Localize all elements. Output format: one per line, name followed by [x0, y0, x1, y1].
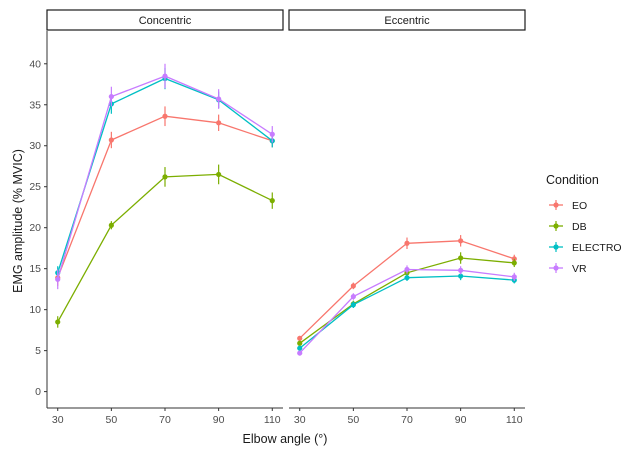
point-eccentric-eo-70	[404, 240, 410, 246]
y-tick-label-0: 0	[35, 386, 41, 398]
point-eccentric-eo-90	[458, 238, 464, 244]
point-eccentric-electro-30	[297, 345, 303, 351]
panel-strip-eccentric: Eccentric	[288, 9, 526, 31]
x-tick-label-concentric-90: 90	[213, 414, 225, 426]
series-concentric-db	[55, 164, 275, 328]
point-eccentric-vr-90	[458, 267, 464, 273]
point-concentric-vr-70	[162, 73, 168, 79]
legend: Condition EO DB ELECTRO VR	[546, 173, 622, 275]
x-axis-title: Elbow angle (°)	[243, 432, 328, 446]
point-concentric-db-110	[269, 198, 275, 204]
point-eccentric-electro-90	[458, 273, 464, 279]
point-concentric-db-30	[55, 319, 61, 325]
y-tick-label-40: 40	[29, 58, 41, 70]
series-eccentric-electro	[297, 271, 517, 351]
y-tick-label-20: 20	[29, 222, 41, 234]
strip-box-concentric	[46, 9, 284, 31]
point-eccentric-vr-30	[297, 350, 303, 356]
line-concentric-eo	[57, 115, 273, 278]
legend-item-eo: EO	[549, 200, 587, 212]
legend-title: Condition	[546, 173, 599, 187]
x-tick-label-eccentric-90: 90	[455, 414, 467, 426]
axes-layer: 30 50 70 90 110 0 5 10 15 20 25 30 35 40 30 50 70 90 110	[29, 31, 525, 426]
point-concentric-db-90	[216, 171, 222, 178]
point-eccentric-db-30	[297, 340, 303, 346]
point-eccentric-db-90	[458, 255, 464, 261]
point-concentric-eo-70	[162, 113, 168, 119]
x-tick-label-concentric-70: 70	[159, 414, 171, 426]
x-tick-label-concentric-50: 50	[106, 414, 118, 426]
legend-label-db: DB	[572, 221, 587, 233]
point-eccentric-vr-50	[350, 293, 356, 300]
x-tick-label-eccentric-30: 30	[294, 414, 306, 426]
point-eccentric-vr-110	[511, 274, 517, 280]
strip-box-eccentric	[288, 9, 526, 31]
line-eccentric-vr	[299, 268, 515, 354]
series-eccentric-vr	[297, 265, 517, 356]
y-tick-label-10: 10	[29, 304, 41, 316]
x-tick-label-eccentric-50: 50	[348, 414, 360, 426]
x-tick-label-concentric-110: 110	[264, 414, 281, 426]
legend-item-db: DB	[549, 221, 587, 233]
point-concentric-vr-50	[108, 93, 114, 100]
series-concentric-vr	[55, 63, 275, 290]
line-eccentric-eo	[299, 240, 515, 339]
point-concentric-vr-90	[216, 96, 222, 102]
legend-items: EO DB ELECTRO VR	[549, 200, 622, 275]
legend-label-electro: ELECTRO	[572, 242, 622, 254]
y-tick-label-25: 25	[29, 181, 41, 193]
point-concentric-db-50	[108, 222, 114, 228]
legend-key-point-electro	[553, 244, 559, 250]
legend-label-vr: VR	[572, 263, 587, 275]
legend-key-point-eo	[553, 202, 559, 208]
legend-key-point-vr	[553, 265, 559, 271]
y-tick-label-30: 30	[29, 140, 41, 152]
point-eccentric-electro-50	[350, 302, 356, 308]
series-concentric-eo	[55, 106, 275, 286]
strip-title-eccentric: Eccentric	[384, 15, 430, 27]
point-concentric-vr-30	[55, 276, 61, 282]
y-axis-title: EMG amplitude (% MVIC)	[11, 149, 25, 293]
legend-item-vr: VR	[549, 263, 587, 275]
y-tick-label-5: 5	[35, 345, 41, 357]
point-eccentric-eo-30	[297, 335, 303, 341]
x-tick-label-concentric-30: 30	[52, 414, 64, 426]
legend-item-electro: ELECTRO	[549, 242, 622, 254]
marks-layer	[55, 63, 517, 356]
point-concentric-eo-90	[216, 120, 222, 126]
x-tick-label-eccentric-70: 70	[401, 414, 413, 426]
x-tick-label-eccentric-110: 110	[506, 414, 523, 426]
point-concentric-vr-110	[269, 131, 275, 137]
legend-label-eo: EO	[572, 200, 587, 212]
line-eccentric-electro	[299, 275, 515, 349]
strip-title-concentric: Concentric	[139, 15, 192, 27]
point-eccentric-db-110	[511, 260, 517, 266]
legend-key-point-db	[553, 223, 559, 229]
point-eccentric-electro-70	[404, 275, 410, 281]
y-tick-label-15: 15	[29, 263, 41, 275]
point-concentric-db-70	[162, 174, 168, 180]
point-eccentric-eo-50	[350, 283, 356, 289]
point-concentric-eo-50	[108, 137, 114, 143]
panel-strip-concentric: Concentric	[46, 9, 284, 31]
point-eccentric-vr-70	[404, 266, 410, 273]
y-tick-label-35: 35	[29, 99, 41, 111]
series-eccentric-eo	[297, 235, 517, 341]
